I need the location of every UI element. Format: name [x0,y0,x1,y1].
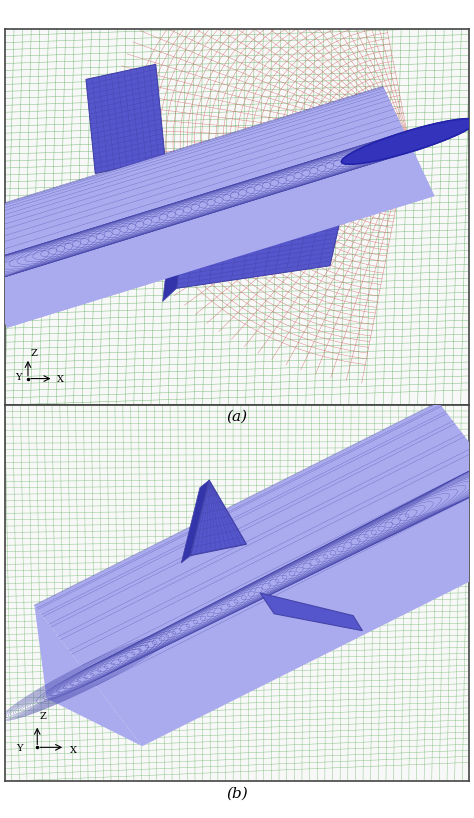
Text: X: X [70,746,77,755]
Polygon shape [260,593,363,631]
Text: (a): (a) [227,409,247,424]
Text: X: X [57,375,64,384]
Polygon shape [35,402,474,746]
Polygon shape [0,87,435,328]
Ellipse shape [341,119,474,164]
Polygon shape [177,224,339,288]
Polygon shape [35,605,142,746]
Text: (b): (b) [226,786,248,801]
Ellipse shape [341,119,474,164]
Polygon shape [0,87,435,328]
Text: Y: Y [15,373,22,382]
Text: Z: Z [30,348,37,357]
Text: Z: Z [40,712,46,721]
Polygon shape [163,249,181,301]
Polygon shape [86,65,165,173]
Text: Y: Y [16,744,23,753]
Polygon shape [191,480,246,555]
Polygon shape [181,480,209,563]
